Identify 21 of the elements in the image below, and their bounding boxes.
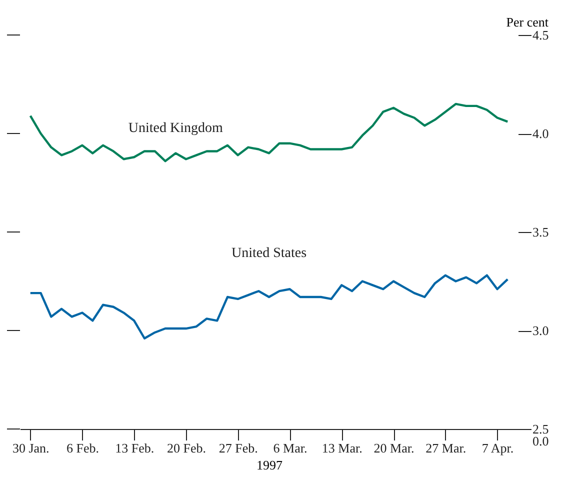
x-tick-label: 30 Jan.: [12, 440, 50, 456]
y-tick-label: 4.5: [532, 28, 549, 42]
y-tick-label: 3.0: [532, 323, 549, 338]
series-label: United Kingdom: [128, 121, 223, 136]
x-axis-title: 1997: [256, 458, 283, 472]
x-tick-label: 27 Mar.: [426, 440, 466, 456]
y-axis-title: Per cent: [506, 14, 549, 30]
x-tick-label: 6 Mar.: [273, 440, 308, 456]
y-tick-label: 3.5: [532, 224, 549, 240]
x-tick-label: 13 Mar.: [322, 440, 362, 456]
text: United States: [231, 246, 307, 262]
y-tick-label: 2.5 0.0: [532, 422, 549, 448]
x-tick-label: 20 Mar.: [374, 440, 414, 456]
y-tick-label: 4.0: [532, 126, 549, 141]
x-tick-label: 27 Feb.: [218, 440, 258, 456]
line-series: [29, 274, 509, 340]
x-tick-label: 6 Feb.: [66, 440, 99, 456]
line-series: [29, 102, 509, 162]
x-tick-label: 20 Feb.: [167, 440, 206, 456]
x-tick-label: 13 Feb.: [115, 440, 154, 456]
x-tick-label: 7 Apr.: [482, 440, 514, 456]
